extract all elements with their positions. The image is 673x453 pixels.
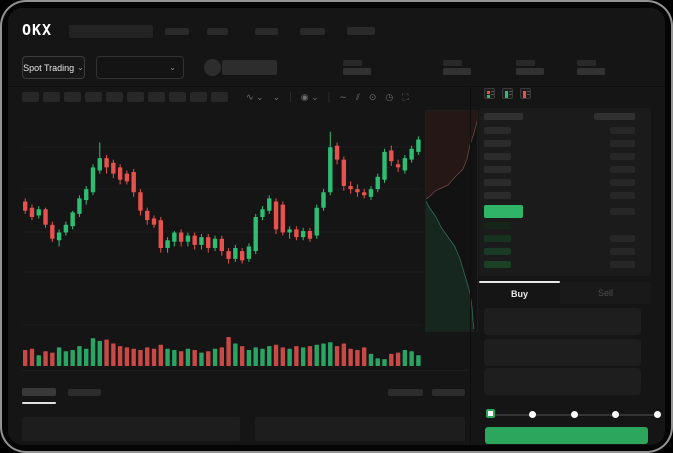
timeframe-chip[interactable] <box>148 92 165 102</box>
timeframe-chip[interactable] <box>85 92 102 102</box>
orderbook-bar[interactable] <box>610 248 635 255</box>
orderbook-bar[interactable] <box>484 113 523 120</box>
pair-name-placeholder <box>222 60 277 75</box>
timeframe-chip[interactable] <box>106 92 123 102</box>
orderbook-bar[interactable] <box>484 166 511 173</box>
orderbook-bar[interactable] <box>610 261 635 268</box>
divider <box>8 86 665 87</box>
orderbook-bar[interactable] <box>610 192 635 199</box>
orderbook-bar[interactable] <box>484 261 511 268</box>
orderbook-bar[interactable] <box>610 235 635 242</box>
timeframe-chip[interactable] <box>169 92 186 102</box>
orderbook-bar[interactable] <box>610 153 635 160</box>
slider-step-dot[interactable] <box>528 411 536 418</box>
chart-tool-icons: ∿ ⌄ ⌄ | ◉ ⌄ | ∼ ⫽ ⊙ ◷ ⛶ <box>246 90 409 104</box>
pair-select[interactable]: ⌄ <box>96 56 184 79</box>
bottom-tab-active[interactable] <box>22 388 56 396</box>
orderbook-view-toggles <box>484 88 531 99</box>
depth-chart <box>425 111 480 331</box>
orderbook-bar[interactable] <box>594 113 635 120</box>
buy-tab-indicator <box>479 281 560 283</box>
orderbook-bar[interactable] <box>484 222 511 229</box>
bottom-tab[interactable] <box>68 389 101 396</box>
open-orders-placeholder <box>22 417 240 441</box>
bottom-panel-chip[interactable] <box>432 389 465 396</box>
price-input[interactable] <box>484 308 641 335</box>
orderbook-bar[interactable] <box>484 179 511 186</box>
orderbook-bar[interactable] <box>484 127 511 134</box>
tab-buy-label: Buy <box>510 289 528 299</box>
compare-icon[interactable]: ◉ ⌄ <box>300 91 319 102</box>
okx-logo: OKX <box>22 21 53 39</box>
search-bar-placeholder[interactable] <box>69 25 153 38</box>
orderbook-bar[interactable] <box>484 140 511 147</box>
orderbook-bar[interactable] <box>484 235 511 242</box>
slider-step-dot[interactable] <box>654 411 661 418</box>
coin-icon <box>204 59 221 76</box>
amount-input[interactable] <box>484 339 641 366</box>
timeframe-chip[interactable] <box>190 92 207 102</box>
volume-bars <box>23 337 421 366</box>
candlestick-chart[interactable] <box>22 110 422 332</box>
slider-handle[interactable] <box>486 409 495 418</box>
tab-sell[interactable]: Sell <box>560 282 651 304</box>
slider-step-dot[interactable] <box>570 411 578 418</box>
tab-buy[interactable]: Buy <box>479 284 560 304</box>
toolbar-separator: | <box>289 91 292 103</box>
indicator-icon[interactable]: ∼ <box>339 91 347 102</box>
orderbook-bar[interactable] <box>610 179 635 186</box>
orderbook-bar[interactable] <box>484 153 511 160</box>
line-tools-icon[interactable]: ⫽ <box>355 91 360 102</box>
orderbook-bar[interactable] <box>610 208 635 215</box>
time-axis-divider <box>22 370 468 371</box>
total-input[interactable] <box>484 368 641 395</box>
fullscreen-icon[interactable]: ⛶ <box>402 91 409 102</box>
buy-submit-button[interactable] <box>485 427 648 444</box>
timeframe-chip[interactable] <box>64 92 81 102</box>
timeframe-chip[interactable] <box>43 92 60 102</box>
bids-only-icon[interactable] <box>502 88 513 99</box>
nav-item-placeholder[interactable] <box>165 28 189 35</box>
orderbook-bar[interactable] <box>484 248 511 255</box>
app-window: OKX Spot Trading ⌄ ⌄ ∿ ⌄ ⌄ | ◉ ⌄ | ∼ ⫽ ⊙ ◷ ⛶ Buy <box>8 8 665 445</box>
timeframe-chip[interactable] <box>22 92 39 102</box>
tab-sell-label: Sell <box>597 288 613 298</box>
orderbook-bar[interactable] <box>610 127 635 134</box>
nav-item-placeholder[interactable] <box>207 28 228 35</box>
divider <box>470 86 471 445</box>
nav-item-placeholder[interactable] <box>255 28 278 35</box>
nav-item-placeholder[interactable] <box>347 27 375 35</box>
chevron-down-icon: ⌄ <box>169 63 176 72</box>
timeframe-chip[interactable] <box>127 92 144 102</box>
orderbook-bar[interactable] <box>610 166 635 173</box>
toolbar-separator: | <box>327 91 331 103</box>
bottom-panel-chip[interactable] <box>388 389 423 396</box>
orderbook-bar[interactable] <box>610 140 635 147</box>
chevron-down-icon: ⌄ <box>77 63 84 72</box>
asks-only-icon[interactable] <box>520 88 531 99</box>
history-icon[interactable]: ◷ <box>385 91 394 102</box>
slider-step-dot[interactable] <box>612 411 620 418</box>
order-history-placeholder <box>255 417 465 441</box>
last-price-highlight <box>484 205 523 218</box>
nav-item-placeholder[interactable] <box>300 28 325 35</box>
bottom-tab-indicator <box>22 402 56 404</box>
orderbook-bar[interactable] <box>484 192 511 199</box>
market-type-dropdown[interactable]: Spot Trading ⌄ <box>22 56 85 79</box>
depth-chart-panel[interactable] <box>425 110 480 332</box>
combined-book-icon[interactable] <box>484 88 495 99</box>
market-type-label: Spot Trading <box>23 62 75 73</box>
chart-type-icon[interactable]: ∿ ⌄ <box>246 91 264 102</box>
camera-icon[interactable]: ⊙ <box>368 91 377 102</box>
overlay-icon[interactable]: ⌄ <box>272 91 281 102</box>
timeframe-chip[interactable] <box>211 92 228 102</box>
